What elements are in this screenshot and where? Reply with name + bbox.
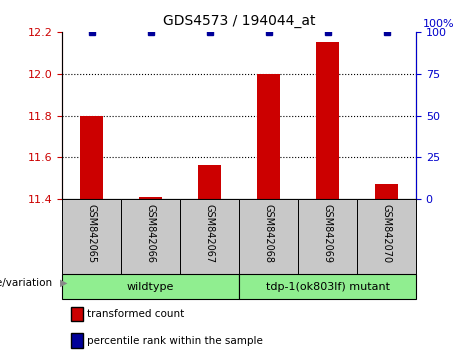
- Text: ▶: ▶: [59, 278, 67, 288]
- Text: GSM842069: GSM842069: [323, 204, 332, 263]
- Bar: [180, 199, 239, 274]
- Text: GSM842070: GSM842070: [382, 204, 391, 263]
- Text: GSM842067: GSM842067: [205, 204, 214, 263]
- Bar: [316, 42, 339, 199]
- Bar: [62, 199, 121, 274]
- Bar: [139, 197, 162, 199]
- Bar: [121, 199, 180, 274]
- Text: transformed count: transformed count: [87, 309, 184, 319]
- Bar: [239, 274, 416, 299]
- Text: GSM842068: GSM842068: [264, 204, 273, 263]
- Title: GDS4573 / 194044_at: GDS4573 / 194044_at: [163, 14, 315, 28]
- Bar: [80, 115, 103, 199]
- Text: percentile rank within the sample: percentile rank within the sample: [87, 336, 263, 346]
- Bar: [239, 199, 298, 274]
- Text: GSM842065: GSM842065: [87, 204, 96, 263]
- Bar: [375, 184, 398, 199]
- Text: tdp-1(ok803lf) mutant: tdp-1(ok803lf) mutant: [266, 281, 390, 291]
- Text: genotype/variation: genotype/variation: [0, 278, 53, 288]
- Bar: [298, 199, 357, 274]
- Bar: [62, 274, 239, 299]
- Text: wildtype: wildtype: [127, 281, 174, 291]
- Bar: [198, 165, 221, 199]
- Text: 100%: 100%: [423, 19, 455, 29]
- Text: GSM842066: GSM842066: [146, 204, 155, 263]
- Bar: [257, 74, 280, 199]
- Bar: [357, 199, 416, 274]
